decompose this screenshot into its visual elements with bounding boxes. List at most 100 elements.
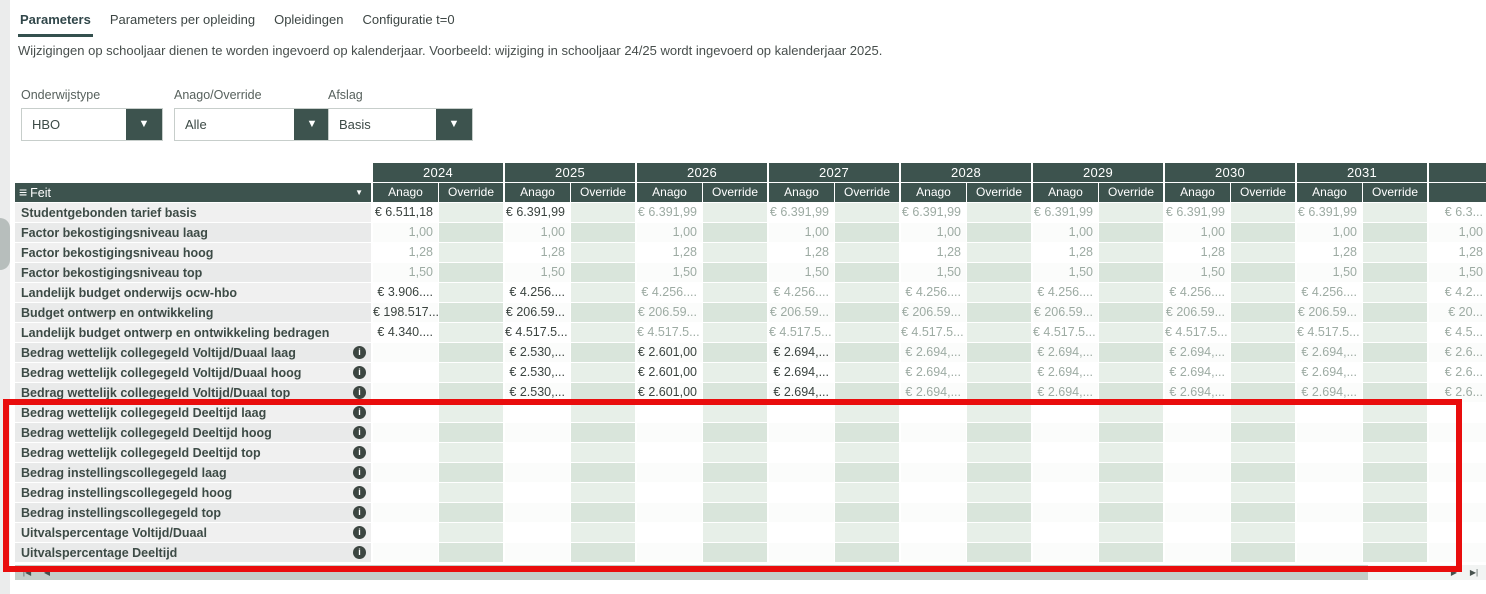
cell-override-2025[interactable]: [571, 323, 635, 342]
cell-override-2026[interactable]: [703, 403, 767, 422]
cell-override-2031[interactable]: [1363, 383, 1427, 402]
dropdown-button[interactable]: ▼: [436, 109, 472, 140]
cell-override-2027[interactable]: [835, 363, 899, 382]
cell-override-2030[interactable]: [1231, 363, 1295, 382]
cell-override-2027[interactable]: [835, 343, 899, 362]
cell-override-2027[interactable]: [835, 503, 899, 522]
cell-override-2025[interactable]: [571, 243, 635, 262]
onderwijstype-select[interactable]: HBO ▼: [21, 108, 163, 141]
cell-override-2030[interactable]: [1231, 303, 1295, 322]
cell-override-2026[interactable]: [703, 363, 767, 382]
cell-override-2029[interactable]: [1099, 383, 1163, 402]
cell-override-2029[interactable]: [1099, 263, 1163, 282]
cell-override-2025[interactable]: [571, 523, 635, 542]
cell-override-2025[interactable]: [571, 383, 635, 402]
col-header-override-2024[interactable]: Override: [439, 183, 503, 202]
col-header-anago-2029[interactable]: Anago: [1033, 183, 1098, 202]
cell-override-2029[interactable]: [1099, 303, 1163, 322]
cell-override-2024[interactable]: [439, 523, 503, 542]
cell-override-2030[interactable]: [1231, 283, 1295, 302]
dropdown-button[interactable]: ▼: [294, 109, 330, 140]
cell-override-2028[interactable]: [967, 323, 1031, 342]
cell-override-2026[interactable]: [703, 303, 767, 322]
cell-override-2026[interactable]: [703, 543, 767, 562]
cell-override-2025[interactable]: [571, 223, 635, 242]
cell-override-2029[interactable]: [1099, 323, 1163, 342]
cell-override-2031[interactable]: [1363, 503, 1427, 522]
cell-override-2026[interactable]: [703, 423, 767, 442]
info-icon[interactable]: i: [353, 526, 366, 539]
menu-icon[interactable]: ≡: [19, 184, 28, 200]
cell-override-2029[interactable]: [1099, 223, 1163, 242]
cell-override-2028[interactable]: [967, 443, 1031, 462]
col-header-override-2030[interactable]: Override: [1231, 183, 1295, 202]
cell-override-2027[interactable]: [835, 483, 899, 502]
cell-override-2030[interactable]: [1231, 543, 1295, 562]
cell-override-2029[interactable]: [1099, 463, 1163, 482]
cell-override-2024[interactable]: [439, 443, 503, 462]
cell-override-2031[interactable]: [1363, 363, 1427, 382]
col-header-override-2025[interactable]: Override: [571, 183, 635, 202]
col-header-anago-2030[interactable]: Anago: [1165, 183, 1230, 202]
cell-override-2027[interactable]: [835, 383, 899, 402]
cell-override-2026[interactable]: [703, 263, 767, 282]
cell-override-2027[interactable]: [835, 303, 899, 322]
info-icon[interactable]: i: [353, 386, 366, 399]
cell-override-2029[interactable]: [1099, 343, 1163, 362]
cell-override-2029[interactable]: [1099, 523, 1163, 542]
cell-override-2027[interactable]: [835, 523, 899, 542]
cell-override-2025[interactable]: [571, 443, 635, 462]
scroll-first-icon[interactable]: |◀: [22, 568, 32, 577]
col-header-anago-2024[interactable]: Anago: [373, 183, 438, 202]
cell-override-2031[interactable]: [1363, 403, 1427, 422]
cell-override-2026[interactable]: [703, 483, 767, 502]
cell-override-2030[interactable]: [1231, 323, 1295, 342]
cell-override-2028[interactable]: [967, 523, 1031, 542]
cell-override-2028[interactable]: [967, 503, 1031, 522]
cell-override-2027[interactable]: [835, 463, 899, 482]
cell-override-2025[interactable]: [571, 403, 635, 422]
info-icon[interactable]: i: [353, 506, 366, 519]
dropdown-button[interactable]: ▼: [126, 109, 162, 140]
cell-override-2024[interactable]: [439, 243, 503, 262]
cell-override-2028[interactable]: [967, 203, 1031, 222]
col-header-anago-2031[interactable]: Anago: [1297, 183, 1362, 202]
cell-override-2025[interactable]: [571, 363, 635, 382]
cell-override-2028[interactable]: [967, 263, 1031, 282]
cell-override-2031[interactable]: [1363, 423, 1427, 442]
col-header-anago-2025[interactable]: Anago: [505, 183, 570, 202]
cell-override-2024[interactable]: [439, 303, 503, 322]
cell-override-2028[interactable]: [967, 223, 1031, 242]
cell-override-2031[interactable]: [1363, 263, 1427, 282]
cell-override-2030[interactable]: [1231, 463, 1295, 482]
cell-override-2031[interactable]: [1363, 523, 1427, 542]
cell-override-2030[interactable]: [1231, 503, 1295, 522]
cell-override-2029[interactable]: [1099, 403, 1163, 422]
cell-override-2028[interactable]: [967, 543, 1031, 562]
cell-override-2031[interactable]: [1363, 323, 1427, 342]
cell-override-2027[interactable]: [835, 243, 899, 262]
cell-override-2030[interactable]: [1231, 203, 1295, 222]
cell-override-2031[interactable]: [1363, 303, 1427, 322]
cell-override-2031[interactable]: [1363, 463, 1427, 482]
cell-override-2030[interactable]: [1231, 443, 1295, 462]
cell-override-2026[interactable]: [703, 323, 767, 342]
cell-override-2024[interactable]: [439, 203, 503, 222]
info-icon[interactable]: i: [353, 466, 366, 479]
cell-override-2029[interactable]: [1099, 543, 1163, 562]
col-header-anago-2028[interactable]: Anago: [901, 183, 966, 202]
cell-override-2024[interactable]: [439, 223, 503, 242]
cell-override-2027[interactable]: [835, 203, 899, 222]
cell-override-2026[interactable]: [703, 223, 767, 242]
cell-override-2027[interactable]: [835, 423, 899, 442]
cell-override-2031[interactable]: [1363, 543, 1427, 562]
scroll-previous-icon[interactable]: ◀: [43, 568, 51, 577]
cell-override-2025[interactable]: [571, 483, 635, 502]
panel-collapse-handle[interactable]: [0, 218, 10, 270]
scroll-last-icon[interactable]: ▶|: [1469, 568, 1479, 577]
cell-override-2027[interactable]: [835, 283, 899, 302]
col-header-anago-2027[interactable]: Anago: [769, 183, 834, 202]
cell-override-2024[interactable]: [439, 383, 503, 402]
info-icon[interactable]: i: [353, 546, 366, 559]
cell-override-2024[interactable]: [439, 503, 503, 522]
